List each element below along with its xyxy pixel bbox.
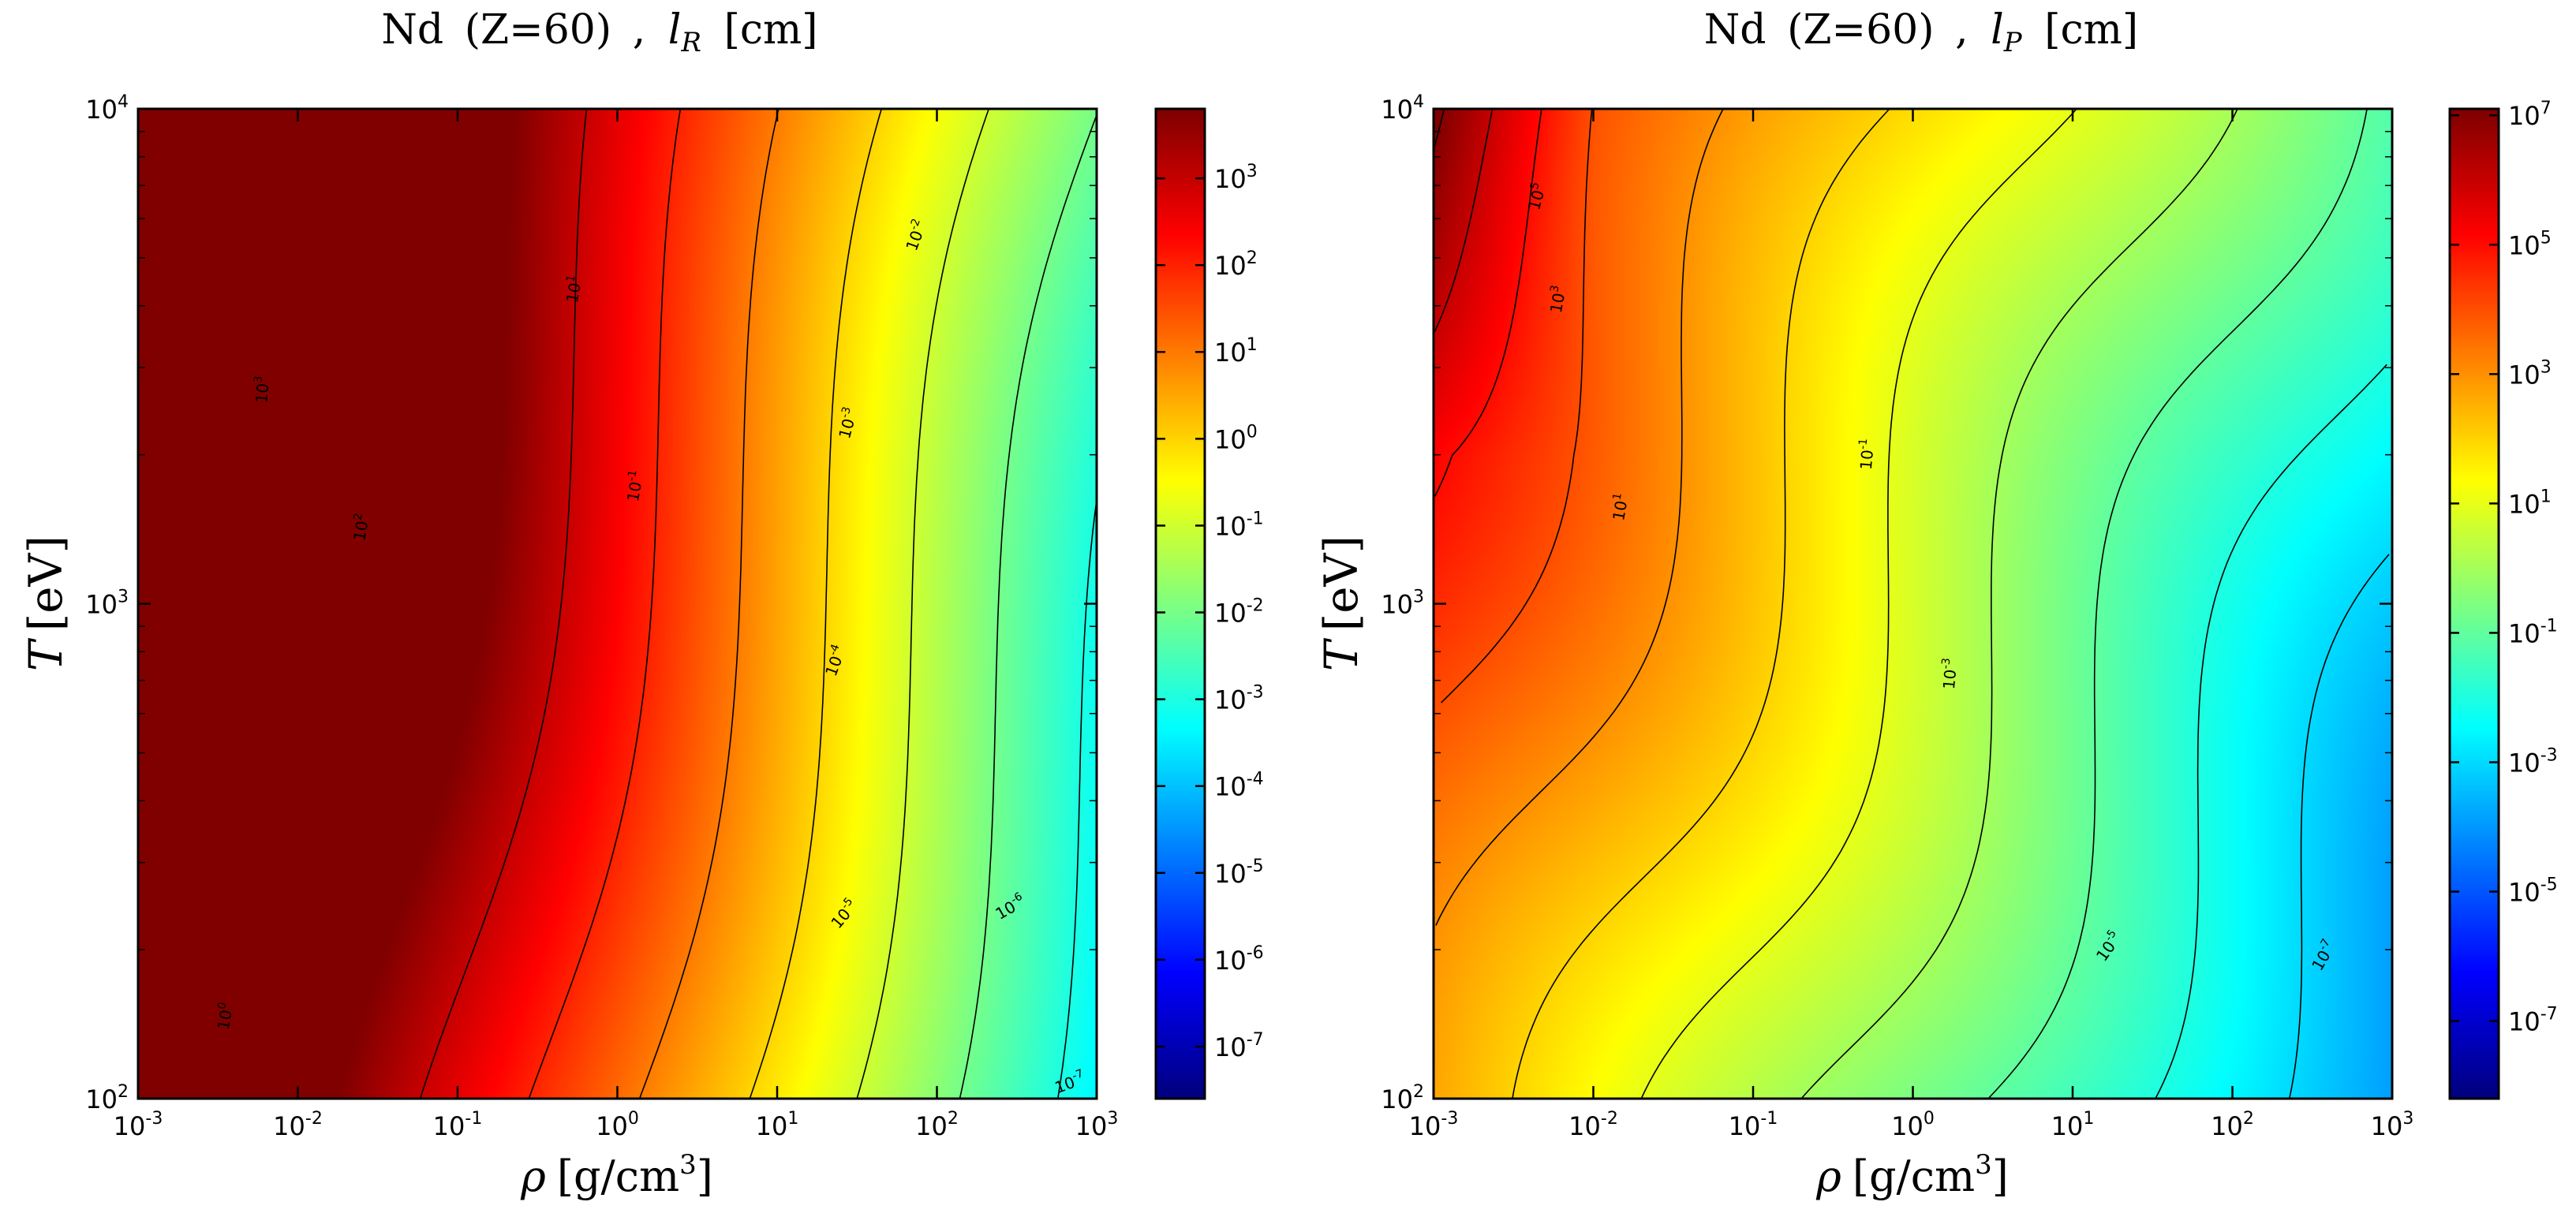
contour-line [2288, 554, 2390, 1099]
y-tick-label: 104 [1381, 92, 1424, 125]
x-axis-label: ρ [g/cm3] [1815, 1149, 2009, 1201]
colorbar-tick-label: 10-1 [1214, 509, 1264, 541]
contour-lines [419, 108, 1097, 1099]
x-tick-label: 100 [596, 1109, 639, 1141]
contour-line [1512, 108, 1890, 1099]
contour-line [1441, 108, 1593, 704]
contour-label: 102 [348, 512, 373, 542]
x-tick-label: 103 [2371, 1109, 2414, 1141]
colorbar-image [2450, 109, 2499, 1099]
x-tick-label: 101 [2051, 1109, 2095, 1141]
panel-l-r: Nd (Z=60) , lR [cm] 103 102 101 100 10-1 10-2… [19, 6, 1264, 1201]
x-tick-label: 10-1 [433, 1109, 483, 1141]
y-tick-label: 103 [1381, 588, 1424, 620]
contour-label: 101 [1607, 492, 1632, 522]
colorbar-tick-label: 10-4 [1214, 770, 1264, 802]
chart-title: Nd (Z=60) , lR [cm] [381, 6, 817, 62]
y-tick-label: 102 [85, 1082, 129, 1114]
x-tick-label: 10-1 [1729, 1109, 1778, 1141]
colorbar-image [1156, 109, 1205, 1099]
contour-line [856, 108, 990, 1099]
y-tick-label: 103 [85, 588, 129, 620]
colorbar-tick-label: 105 [2508, 228, 2552, 260]
chart-title: Nd (Z=60) , lP [cm] [1704, 6, 2138, 62]
x-tick-label: 10-2 [1568, 1109, 1618, 1141]
y-axis-ticks: 102 103 104 [1381, 92, 2392, 1114]
y-axis-label: T[eV] [19, 536, 73, 671]
x-tick-label: 10-3 [1409, 1109, 1459, 1141]
colorbar-tick-label: 103 [2508, 357, 2552, 390]
x-axis-label: ρ [g/cm3] [520, 1149, 713, 1201]
colorbar-tick-label: 10-5 [2508, 875, 2558, 908]
contour-label: 101 [561, 274, 586, 304]
colorbar-frame [2448, 107, 2500, 1100]
colorbar-tick-label: 10-1 [2508, 616, 2558, 648]
x-tick-label: 102 [2211, 1109, 2254, 1141]
contour-lines [1433, 108, 2390, 1099]
colorbar-tick-label: 101 [2508, 487, 2552, 519]
contour-line [419, 108, 588, 1099]
y-axis-label: T[eV] [1314, 536, 1368, 671]
colorbar-tick-label: 10-3 [1214, 683, 1264, 715]
contour-line [959, 117, 1097, 1099]
x-tick-label: 100 [1891, 1109, 1935, 1141]
contour-label: 10-1 [622, 469, 647, 503]
colorbar-tick-label: 10-3 [2508, 745, 2558, 778]
contour-label: 10-3 [1938, 658, 1961, 691]
contour-line [2155, 364, 2387, 1099]
contour-line [1434, 108, 1494, 332]
contour-label: 103 [1545, 284, 1570, 314]
colorbar-tick-label: 10-6 [1214, 943, 1264, 976]
colorbar-tick-label: 107 [2508, 99, 2552, 131]
heatmap-image [1434, 109, 2392, 1099]
colorbar-frame [1154, 107, 1206, 1100]
colorbar-tick-label: 10-7 [1214, 1030, 1264, 1062]
colorbar-tick-label: 10-7 [2508, 1005, 2558, 1037]
panel-l-p: Nd (Z=60) , lP [cm] 10510310110-110-310-… [1314, 6, 2558, 1201]
colorbar-ticks: 10-7 10-5 10-3 10-1 101 103 105 107 [2450, 99, 2558, 1037]
x-tick-label: 10-2 [273, 1109, 323, 1141]
y-tick-label: 104 [85, 92, 129, 125]
x-tick-label: 103 [1075, 1109, 1119, 1141]
colorbar-tick-label: 102 [1214, 248, 1258, 281]
x-axis-ticks: 10-3 10-2 10-1 100 101 102 103 [114, 109, 1119, 1141]
contour-line [1434, 108, 1542, 497]
contour-line [1640, 108, 2077, 1099]
contour-line [638, 108, 780, 1099]
contour-label: 100 [212, 1001, 237, 1031]
colorbar-tick-label: 101 [1214, 335, 1258, 368]
x-axis-ticks: 10-3 10-2 10-1 100 101 102 103 [1409, 109, 2414, 1141]
colorbar-tick-label: 10-5 [1214, 857, 1264, 889]
contour-line [1433, 108, 1445, 151]
y-tick-label: 102 [1381, 1082, 1424, 1114]
contour-line [528, 108, 682, 1099]
x-tick-label: 102 [915, 1109, 959, 1141]
colorbar-ticks: 10-7 10-6 10-5 10-4 10-3 10-2 10-1 100 101 102 103 [1156, 162, 1264, 1062]
contour-line [1435, 108, 1724, 926]
contour-line [749, 108, 883, 1099]
y-axis-ticks: 102 103 104 [85, 92, 1097, 1114]
colorbar-tick-label: 100 [1214, 422, 1258, 454]
heatmap-image [138, 109, 1097, 1099]
contour-label: 103 [250, 375, 273, 405]
x-tick-label: 10-3 [114, 1109, 163, 1141]
contour-line [1987, 108, 2368, 1099]
colorbar-tick-label: 10-2 [1214, 596, 1264, 629]
colorbar-tick-label: 103 [1214, 162, 1258, 194]
contour-line [1800, 108, 2238, 1099]
x-tick-label: 101 [756, 1109, 799, 1141]
contour-label: 10-1 [1855, 438, 1878, 471]
